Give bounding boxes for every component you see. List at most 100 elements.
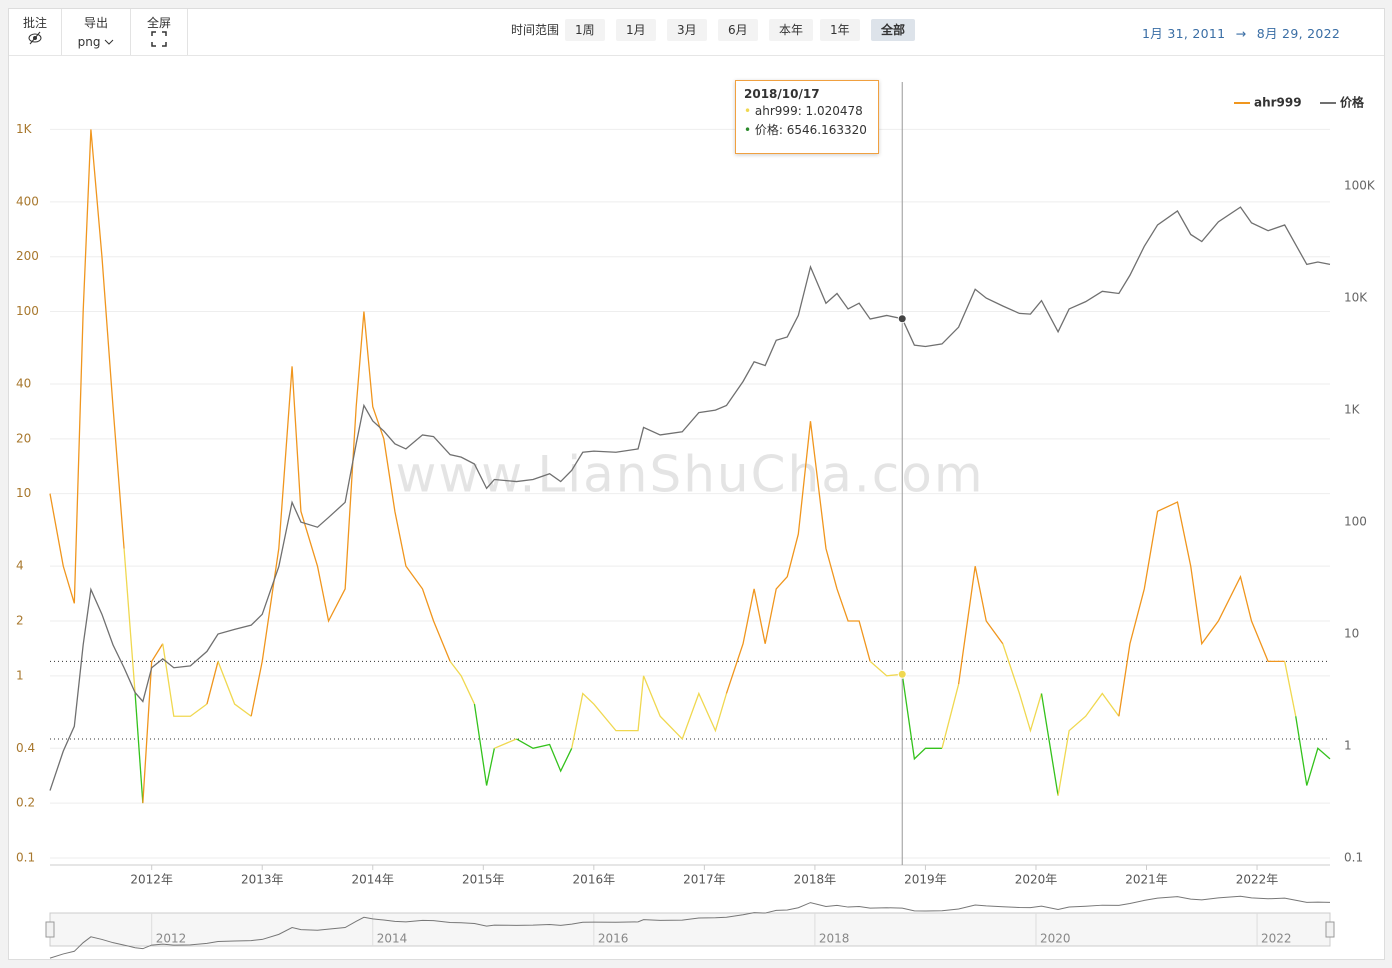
y-tick-label: 0.2 xyxy=(16,796,35,810)
legend-label: ahr999 xyxy=(1254,96,1302,110)
y-tick-label: 0.1 xyxy=(16,850,35,864)
range-button[interactable]: 全部 xyxy=(871,19,916,41)
range-button[interactable]: 1年 xyxy=(820,19,860,41)
range-button[interactable]: 3月 xyxy=(667,19,707,41)
range-button[interactable]: 6月 xyxy=(718,19,758,41)
navigator-label: 2020 xyxy=(1040,932,1071,946)
ahr999-line xyxy=(516,738,573,773)
format-label: png xyxy=(77,35,101,49)
ahr999-line xyxy=(901,674,943,761)
ahr999-line xyxy=(1118,501,1285,717)
range-button[interactable]: 1周 xyxy=(565,19,605,41)
y-tick-label: 1K xyxy=(16,122,33,136)
ahr999-line xyxy=(217,661,252,717)
y-tick-label: 40 xyxy=(16,377,31,391)
ahr999-line xyxy=(1002,643,1043,733)
ahr999-line xyxy=(162,643,208,717)
x-tick-label: 2015年 xyxy=(462,873,505,887)
tooltip-line: ahr999: 1.020478 xyxy=(754,104,863,118)
ahr999-line xyxy=(1295,716,1331,786)
caret xyxy=(104,39,114,45)
ahr999-line xyxy=(1284,661,1297,717)
watermark: www.LianShuCha.com xyxy=(395,446,984,504)
tool-label: 全屏 xyxy=(146,16,171,30)
tool-label: 批注 xyxy=(22,16,47,30)
ahr999-line xyxy=(725,421,871,694)
hover-dot xyxy=(897,669,907,679)
range-button[interactable]: 1月 xyxy=(616,19,656,41)
legend-label: 价格 xyxy=(1340,95,1365,110)
price-line xyxy=(49,206,1331,791)
ahr999-line xyxy=(494,738,517,749)
eye-icon xyxy=(28,31,42,45)
y-tick-label: 200 xyxy=(16,249,39,263)
x-tick-label: 2013年 xyxy=(241,873,284,887)
ahr999-line xyxy=(123,548,136,694)
y-tick-label: 400 xyxy=(16,194,39,208)
tooltip-line: 价格: 6546.163320 xyxy=(754,123,867,137)
x-tick-label: 2018年 xyxy=(794,873,837,887)
hover-dot xyxy=(897,314,907,324)
tooltip-date: 2018/10/17 xyxy=(744,87,820,101)
ahr999-line xyxy=(1040,693,1059,796)
x-tick-label: 2016年 xyxy=(573,873,616,887)
navigator-line xyxy=(49,895,1331,959)
fullscreen-tool[interactable]: 全屏 xyxy=(131,9,188,55)
ahr999-line xyxy=(134,693,144,804)
y-tick-label: 20 xyxy=(16,431,31,445)
navigator-label: 2018 xyxy=(819,932,850,946)
ahr999-line xyxy=(869,660,903,677)
ahr999-line xyxy=(941,683,960,749)
ahr999-line xyxy=(1057,692,1120,796)
y-tick-label: 2 xyxy=(16,613,24,627)
navigator xyxy=(49,912,1331,947)
y-tick-label: 1 xyxy=(16,668,24,682)
chart-widget: 批注 导出 png 全屏 时间范围 1周 1月 3月 6月 本年 1年 全部 1月 31, 20… xyxy=(8,8,1385,960)
x-tick-label: 2014年 xyxy=(351,873,394,887)
y-tick-label: 0.4 xyxy=(16,741,35,755)
divider xyxy=(9,55,1384,56)
y-tick-label: 10 xyxy=(16,486,31,500)
ahr999-line xyxy=(571,675,728,749)
x-tick-label: 2012年 xyxy=(130,873,173,887)
date-from: 1月 31, 2011 xyxy=(1142,26,1226,41)
fullscreen-icon xyxy=(151,31,167,47)
x-tick-label: 2017年 xyxy=(683,873,726,887)
export-tool[interactable]: 导出 png xyxy=(62,9,131,55)
ahr999-line xyxy=(142,643,164,804)
ahr999-line xyxy=(49,129,125,604)
ahr999-line xyxy=(473,703,495,786)
navigator-label: 2016 xyxy=(598,932,629,946)
navigator-handle[interactable] xyxy=(45,921,55,938)
ahr999-line xyxy=(250,311,451,717)
ahr999-line xyxy=(957,566,1004,685)
y2-tick-label: 0.1 xyxy=(1344,851,1363,865)
tooltip: 2018/10/17 • ahr999: 1.020478 • 价格: 6546… xyxy=(735,80,879,154)
ahr999-line xyxy=(206,661,219,705)
range-button[interactable]: 本年 xyxy=(769,19,814,41)
navigator-label: 2022 xyxy=(1261,932,1292,946)
date-range[interactable]: 1月 31, 2011 → 8月 29, 2022 xyxy=(1142,23,1340,42)
y2-tick-label: 100K xyxy=(1344,179,1376,193)
y2-tick-label: 10 xyxy=(1344,627,1359,641)
y-tick-label: 4 xyxy=(16,559,24,573)
ahr999-line xyxy=(449,661,476,705)
navigator-label: 2014 xyxy=(377,932,408,946)
range-label: 时间范围 xyxy=(511,23,560,37)
navigator-handle[interactable] xyxy=(1325,921,1335,938)
y2-tick-label: 1K xyxy=(1344,403,1361,417)
arrow: → xyxy=(1235,26,1247,41)
x-tick-label: 2020年 xyxy=(1015,873,1058,887)
date-to: 8月 29, 2022 xyxy=(1256,26,1341,41)
x-tick-label: 2019年 xyxy=(904,873,947,887)
y-tick-label: 100 xyxy=(16,304,39,318)
tool-label: 导出 xyxy=(83,16,108,30)
annotate-tool[interactable]: 批注 xyxy=(9,9,62,55)
x-tick-label: 2022年 xyxy=(1236,873,1279,887)
y2-tick-label: 100 xyxy=(1344,515,1367,529)
x-tick-label: 2021年 xyxy=(1125,873,1168,887)
y2-tick-label: 1 xyxy=(1344,739,1352,753)
navigator-label: 2012 xyxy=(156,932,187,946)
y2-tick-label: 10K xyxy=(1344,291,1368,305)
